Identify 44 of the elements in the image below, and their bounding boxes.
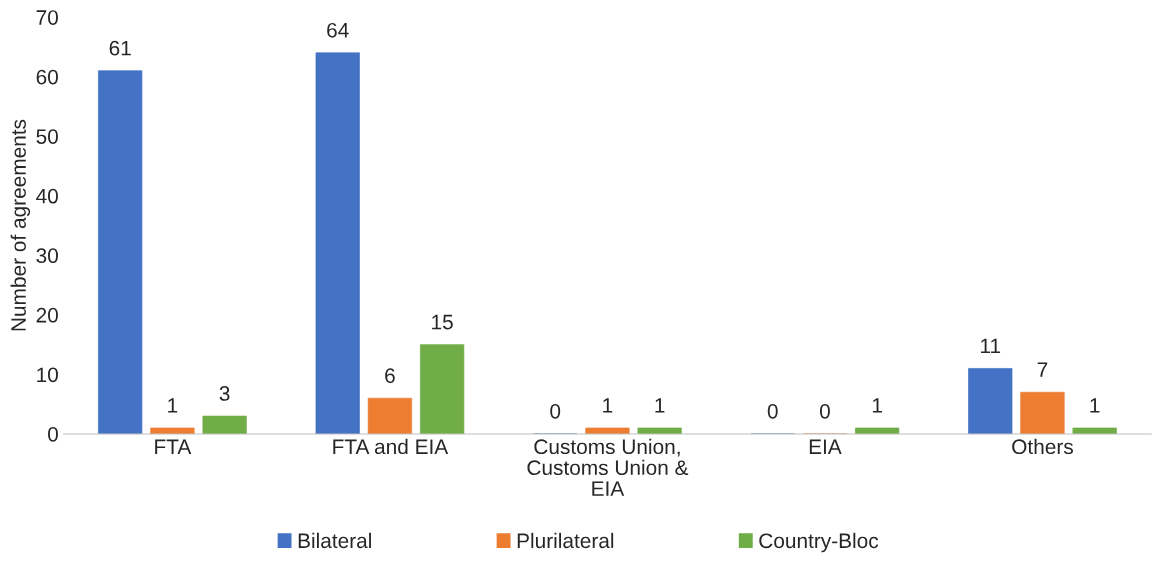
bar — [1020, 391, 1065, 434]
data-label: 1 — [872, 398, 882, 413]
bar — [968, 368, 1013, 434]
y-axis-title: Number of agreements — [10, 119, 31, 331]
bar — [637, 427, 682, 434]
data-label: 1 — [168, 398, 178, 413]
legend-label: Country-Bloc — [759, 532, 879, 553]
y-tick-label: 20 — [36, 307, 58, 323]
y-tick-label: 30 — [36, 248, 58, 264]
data-label: 0 — [550, 403, 561, 419]
bar — [855, 427, 900, 434]
bar — [420, 344, 465, 434]
bar — [315, 52, 360, 434]
y-tick-label: 10 — [37, 367, 58, 383]
y-tick-label: 40 — [36, 188, 58, 204]
data-label: 11 — [981, 338, 1001, 354]
data-label: 1 — [1090, 398, 1100, 413]
y-tick-label: 60 — [36, 69, 58, 85]
data-label: 6 — [385, 368, 395, 383]
data-label: 1 — [603, 398, 613, 413]
data-label: 7 — [1037, 362, 1048, 377]
data-label: 1 — [655, 398, 665, 413]
x-tick-label: FTA — [155, 439, 192, 454]
data-label: 0 — [767, 403, 778, 419]
bar — [98, 70, 143, 434]
bar — [367, 397, 413, 434]
bar — [150, 427, 195, 434]
x-tick-label: FTA and EIA — [333, 438, 449, 455]
x-tick-label: EIA — [809, 439, 842, 454]
x-tick-label: Customs Union, Customs Union & EIA — [527, 438, 689, 496]
bar — [202, 415, 247, 434]
y-tick-label: 70 — [36, 10, 58, 25]
y-tick-label: 50 — [36, 129, 58, 144]
bar — [585, 427, 630, 434]
legend-label: Bilateral — [298, 532, 371, 549]
data-label: 15 — [432, 314, 453, 330]
y-tick-label: 0 — [48, 426, 58, 442]
bar — [1072, 427, 1117, 434]
data-label: 3 — [219, 386, 230, 401]
data-label: 0 — [819, 403, 830, 419]
data-label: 64 — [327, 22, 349, 38]
x-tick-label: Others — [1012, 438, 1073, 455]
legend-label: Plurilateral — [517, 532, 614, 549]
data-label: 61 — [109, 40, 131, 56]
